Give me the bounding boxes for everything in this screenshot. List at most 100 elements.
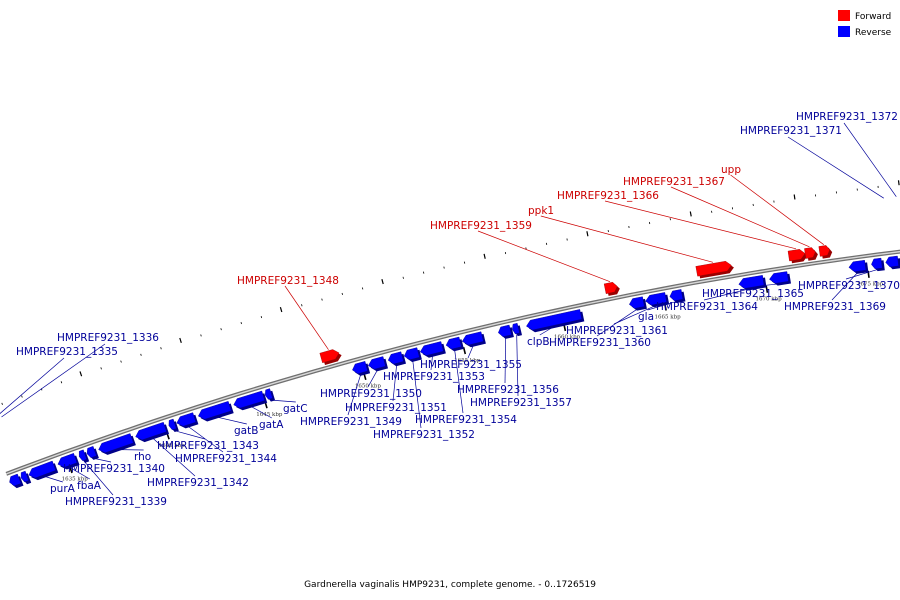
position-marker (120, 360, 122, 363)
label-leader (613, 304, 657, 325)
forward-gene (319, 349, 340, 364)
reverse-gene (848, 259, 867, 272)
genome-backbone (5, 249, 900, 476)
label-leader (215, 416, 247, 425)
position-marker-layer (1, 180, 900, 405)
reverse-gene (871, 257, 883, 270)
reverse-gene (445, 336, 462, 350)
reverse-gene (198, 401, 232, 420)
gene-label: HMPREF9231_1349 (300, 416, 402, 428)
label-leader (454, 349, 464, 414)
reverse-gene (512, 322, 520, 335)
gene-label: purA (50, 483, 76, 495)
reverse-gene (233, 390, 265, 409)
position-marker (301, 304, 303, 307)
reverse-gene (403, 347, 420, 361)
label-leader (83, 460, 114, 496)
gene-label: gatA (259, 419, 284, 431)
position-marker (160, 347, 162, 350)
label-leader-lines (0, 122, 897, 496)
legend-forward-label: Forward (855, 12, 891, 22)
gene-label: HMPREF9231_1352 (373, 429, 475, 441)
position-marker (279, 307, 283, 313)
label-leader (367, 369, 379, 388)
gene-label: HMPREF9231_1361 (566, 325, 668, 337)
reverse-gene (168, 418, 177, 431)
scale-tick-label: 1635 kbp (62, 477, 89, 483)
legend-forward-swatch (838, 10, 850, 21)
map-caption: Gardnerella vaginalis HMP9231, complete … (304, 580, 596, 590)
gene-label: gatB (234, 425, 258, 437)
gene-label: HMPREF9231_1355 (420, 359, 522, 371)
position-marker (443, 266, 445, 269)
reverse-gene (387, 351, 404, 365)
position-marker (463, 261, 466, 264)
label-leader (187, 425, 224, 453)
label-leader (284, 285, 329, 350)
legend-reverse-label: Reverse (855, 28, 892, 38)
gene-label: HMPREF9231_1365 (702, 288, 804, 300)
reverse-gene (78, 449, 87, 461)
reverse-gene (352, 361, 368, 374)
reverse-gene (419, 341, 444, 356)
label-leader (68, 466, 90, 480)
reverse-gene (98, 433, 134, 453)
gene-label: HMPREF9231_1367 (623, 176, 725, 188)
position-marker (402, 276, 404, 279)
position-marker (79, 371, 83, 377)
legend: Forward Reverse (838, 10, 892, 38)
reverse-gene (738, 275, 765, 289)
label-leader (516, 334, 519, 397)
position-marker (140, 353, 142, 356)
gene-label: gla (638, 311, 654, 323)
position-marker (483, 253, 486, 259)
scale-tick-label: 1670 kbp (756, 297, 783, 303)
label-leader (430, 354, 433, 371)
reverse-gene (498, 324, 512, 337)
label-leader (504, 337, 507, 384)
position-marker (179, 337, 182, 343)
position-marker (1, 402, 3, 405)
gene-label: ppk1 (528, 205, 554, 217)
gene-label: HMPREF9231_1360 (549, 337, 651, 349)
gene-label: gatC (283, 403, 308, 415)
label-leader (412, 359, 422, 429)
reverse-gene (526, 309, 583, 331)
backbone-highlight (6, 250, 900, 475)
gene-features (9, 245, 900, 489)
gene-label: HMPREF9231_1354 (415, 414, 517, 426)
gene-label: HMPREF9231_1339 (65, 496, 167, 508)
label-leader (392, 364, 398, 402)
label-leader (347, 373, 362, 416)
gene-label: upp (721, 164, 741, 176)
gene-label: HMPREF9231_1350 (320, 388, 422, 400)
position-marker (220, 328, 222, 331)
reverse-gene (645, 292, 667, 306)
position-marker (21, 395, 23, 398)
position-marker (897, 180, 900, 186)
label-leader (477, 230, 611, 283)
reverse-gene (57, 453, 78, 468)
reverse-gene (769, 271, 789, 284)
label-leader (843, 122, 897, 197)
label-leader (0, 357, 65, 414)
label-leader (173, 430, 206, 440)
scale-tick-label: 1645 kbp (256, 412, 283, 418)
gene-label: HMPREF9231_1340 (63, 463, 165, 475)
forward-gene (787, 249, 806, 262)
label-leader (703, 287, 753, 301)
gene-label: HMPREF9231_1343 (157, 440, 259, 452)
gene-label: HMPREF9231_1359 (430, 220, 532, 232)
gene-labels: HMPREF9231_1348HMPREF9231_1359ppk1HMPREF… (16, 111, 900, 508)
position-marker (100, 367, 102, 370)
gene-label: HMPREF9231_1371 (740, 125, 842, 137)
gene-label: clpB (527, 336, 550, 348)
gene-label: HMPREF9231_1353 (383, 371, 485, 383)
position-marker (545, 242, 548, 245)
gene-label: HMPREF9231_1364 (656, 301, 758, 313)
forward-gene (804, 247, 816, 259)
reverse-gene (885, 255, 899, 268)
forward-gene (695, 260, 732, 277)
position-marker (793, 194, 796, 200)
